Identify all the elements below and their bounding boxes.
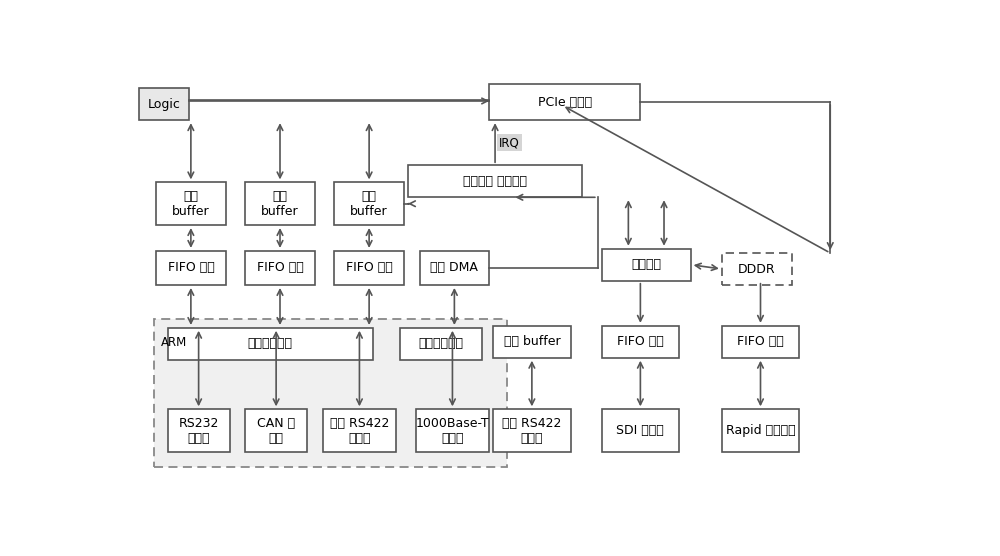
Bar [493, 409, 571, 452]
Text: DDDR: DDDR [738, 262, 775, 276]
Text: 复用选择: 复用选择 [631, 258, 661, 271]
Text: RS232
控制器: RS232 控制器 [178, 416, 219, 445]
Text: FIFO 缓存: FIFO 缓存 [346, 261, 392, 275]
Text: 网口 DMA: 网口 DMA [430, 261, 478, 275]
Text: FIFO 缓存: FIFO 缓存 [737, 335, 784, 348]
Bar [334, 251, 404, 285]
Bar [334, 182, 404, 225]
Bar [154, 319, 507, 467]
Bar [168, 328, 373, 360]
Text: 数据
buffer: 数据 buffer [261, 190, 299, 218]
Bar [416, 409, 489, 452]
Text: Logic: Logic [148, 98, 181, 111]
Bar [493, 326, 571, 358]
Bar [400, 328, 482, 360]
Bar [722, 326, 799, 358]
Bar [722, 253, 792, 285]
Text: FIFO 缓存: FIFO 缓存 [617, 335, 664, 348]
Text: 异步 RS422
控制器: 异步 RS422 控制器 [330, 416, 389, 445]
Bar [168, 409, 230, 452]
Bar [156, 182, 226, 225]
Bar [722, 409, 799, 452]
Text: 同步 RS422
控制器: 同步 RS422 控制器 [502, 416, 562, 445]
Text: 1000Base-T
控制器: 1000Base-T 控制器 [416, 416, 489, 445]
Bar [489, 84, 640, 120]
Bar [156, 251, 226, 285]
Text: Rapid 板控制器: Rapid 板控制器 [726, 424, 795, 437]
Text: 数据
buffer: 数据 buffer [172, 190, 210, 218]
Text: CAN 控
制器: CAN 控 制器 [257, 416, 295, 445]
Text: 网口互联接口: 网口互联接口 [418, 337, 463, 350]
Text: IRQ: IRQ [499, 136, 520, 149]
Text: 数据
buffer: 数据 buffer [350, 190, 388, 218]
Text: FIFO 缓存: FIFO 缓存 [257, 261, 303, 275]
Bar [420, 251, 489, 285]
Text: SDI 控制器: SDI 控制器 [616, 424, 664, 437]
Bar [602, 326, 679, 358]
Text: PCIe 控制器: PCIe 控制器 [538, 96, 592, 108]
Text: 数据 buffer: 数据 buffer [504, 335, 560, 348]
Bar [245, 182, 315, 225]
Bar [139, 88, 189, 120]
Text: ARM: ARM [161, 336, 187, 349]
Bar [323, 409, 396, 452]
Bar [408, 165, 582, 197]
Text: FIFO 缓存: FIFO 缓存 [168, 261, 214, 275]
Text: 数据互联管理: 数据互联管理 [248, 337, 293, 350]
Bar [245, 251, 315, 285]
Text: 状态监控 中断产生: 状态监控 中断产生 [463, 175, 527, 188]
Bar [245, 409, 307, 452]
Bar [602, 249, 691, 281]
Bar [602, 409, 679, 452]
